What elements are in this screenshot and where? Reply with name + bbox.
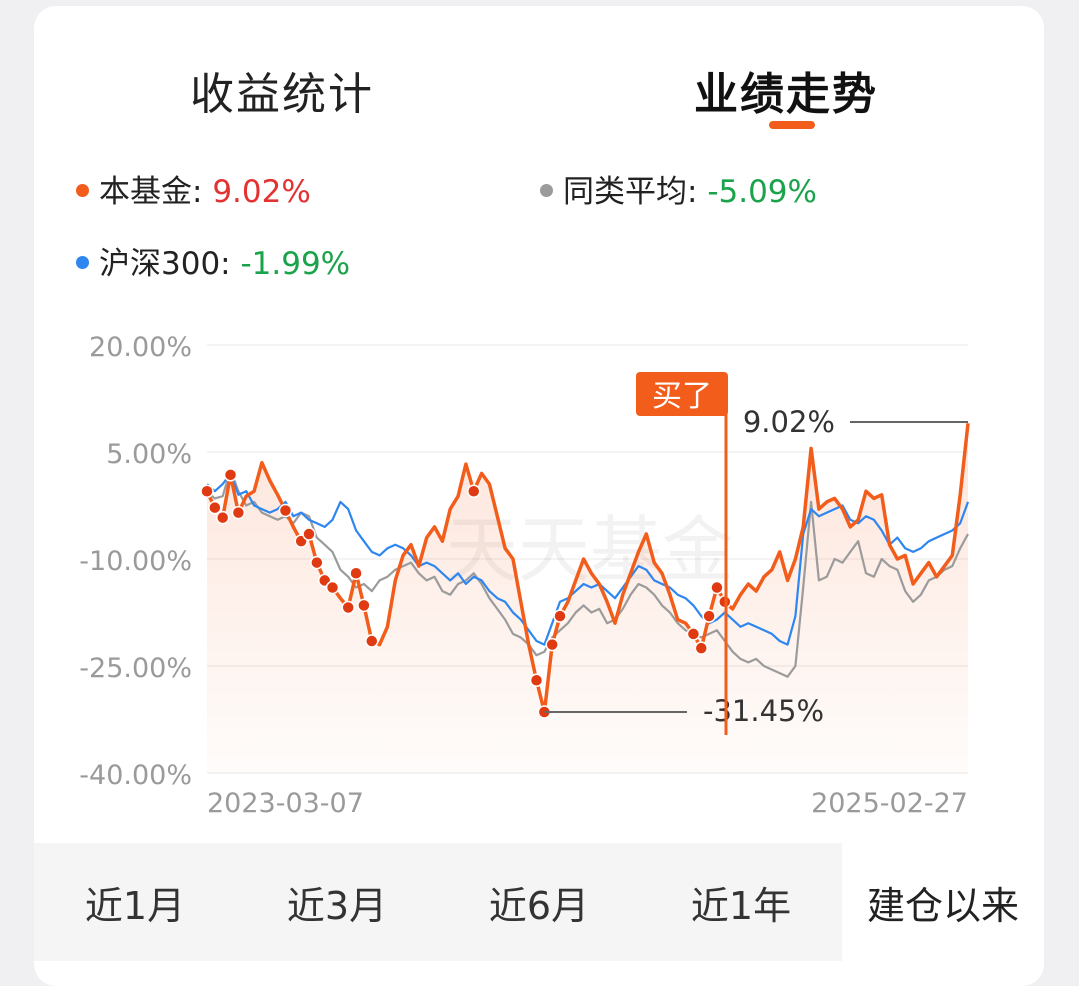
section-tabs: 收益统计 业绩走势 <box>34 6 1044 146</box>
legend-index-dot <box>76 256 89 269</box>
peer-average-line <box>206 468 969 678</box>
legend-peer-value: -5.09% <box>707 174 817 210</box>
fund-area <box>207 423 968 773</box>
performance-chart[interactable]: 20.00%5.00%-10.00%-25.00%-40.00%天天基金9.02… <box>0 0 1079 961</box>
legend-peer-label: 同类平均: <box>563 174 708 210</box>
legend-fund-value: 9.02% <box>212 174 311 210</box>
trade-marker <box>349 566 363 581</box>
legend-fund-label: 本基金: <box>99 174 213 210</box>
legend-peer-dot <box>540 184 553 197</box>
trade-marker <box>231 505 246 520</box>
trade-marker <box>310 555 324 570</box>
buy-tag <box>636 372 728 416</box>
legend-fund-dot <box>76 184 89 197</box>
trade-marker <box>686 627 701 641</box>
trade-marker <box>302 527 316 541</box>
period-tab-1m[interactable]: 近1月 <box>34 843 236 961</box>
trade-marker <box>702 609 716 623</box>
trade-marker <box>357 598 371 613</box>
period-tab-3m[interactable]: 近3月 <box>236 843 438 961</box>
legend-peer-average: 同类平均: -5.09% <box>540 166 817 211</box>
period-tab-6m[interactable]: 近6月 <box>438 843 640 961</box>
max-value-label: 9.02% <box>743 405 835 439</box>
trade-marker <box>365 634 379 648</box>
y-tick-label: -25.00% <box>79 653 192 684</box>
trade-marker <box>215 510 230 525</box>
tab-performance-trend[interactable]: 业绩走势 <box>694 69 878 120</box>
legend-fund: 本基金: 9.02% <box>76 166 311 211</box>
active-tab-indicator <box>769 121 815 129</box>
trade-marker <box>710 580 724 595</box>
x-start-label: 2023-03-07 <box>207 788 364 819</box>
period-tabs: 近1月 近3月 近6月 近1年 建仓以来 <box>34 843 1044 961</box>
tab-return-stats[interactable]: 收益统计 <box>190 69 374 120</box>
buy-tag-label: 买了 <box>652 379 712 414</box>
trade-marker <box>694 641 709 655</box>
trade-marker <box>529 673 544 688</box>
y-tick-label: 20.00% <box>89 332 192 363</box>
y-tick-label: 5.00% <box>106 439 192 470</box>
trade-marker <box>466 484 481 498</box>
min-value-label: -31.45% <box>703 694 824 728</box>
y-tick-label: -10.00% <box>79 546 192 577</box>
trade-marker <box>341 600 355 615</box>
trade-marker <box>553 609 567 623</box>
period-tab-since-inception[interactable]: 建仓以来 <box>842 843 1044 961</box>
trade-marker <box>208 500 222 515</box>
trade-marker <box>223 468 238 482</box>
trade-marker <box>545 637 559 652</box>
trade-marker <box>200 484 214 498</box>
legend-csi300: 沪深300: -1.99% <box>76 238 350 283</box>
y-tick-label: -40.00% <box>79 760 192 791</box>
period-tab-1y[interactable]: 近1年 <box>640 843 842 961</box>
legend-index-label: 沪深300: <box>99 246 241 282</box>
trade-marker <box>325 580 340 595</box>
x-end-label: 2025-02-27 <box>811 788 968 819</box>
trade-marker <box>278 503 293 518</box>
legend-index-value: -1.99% <box>240 246 351 282</box>
